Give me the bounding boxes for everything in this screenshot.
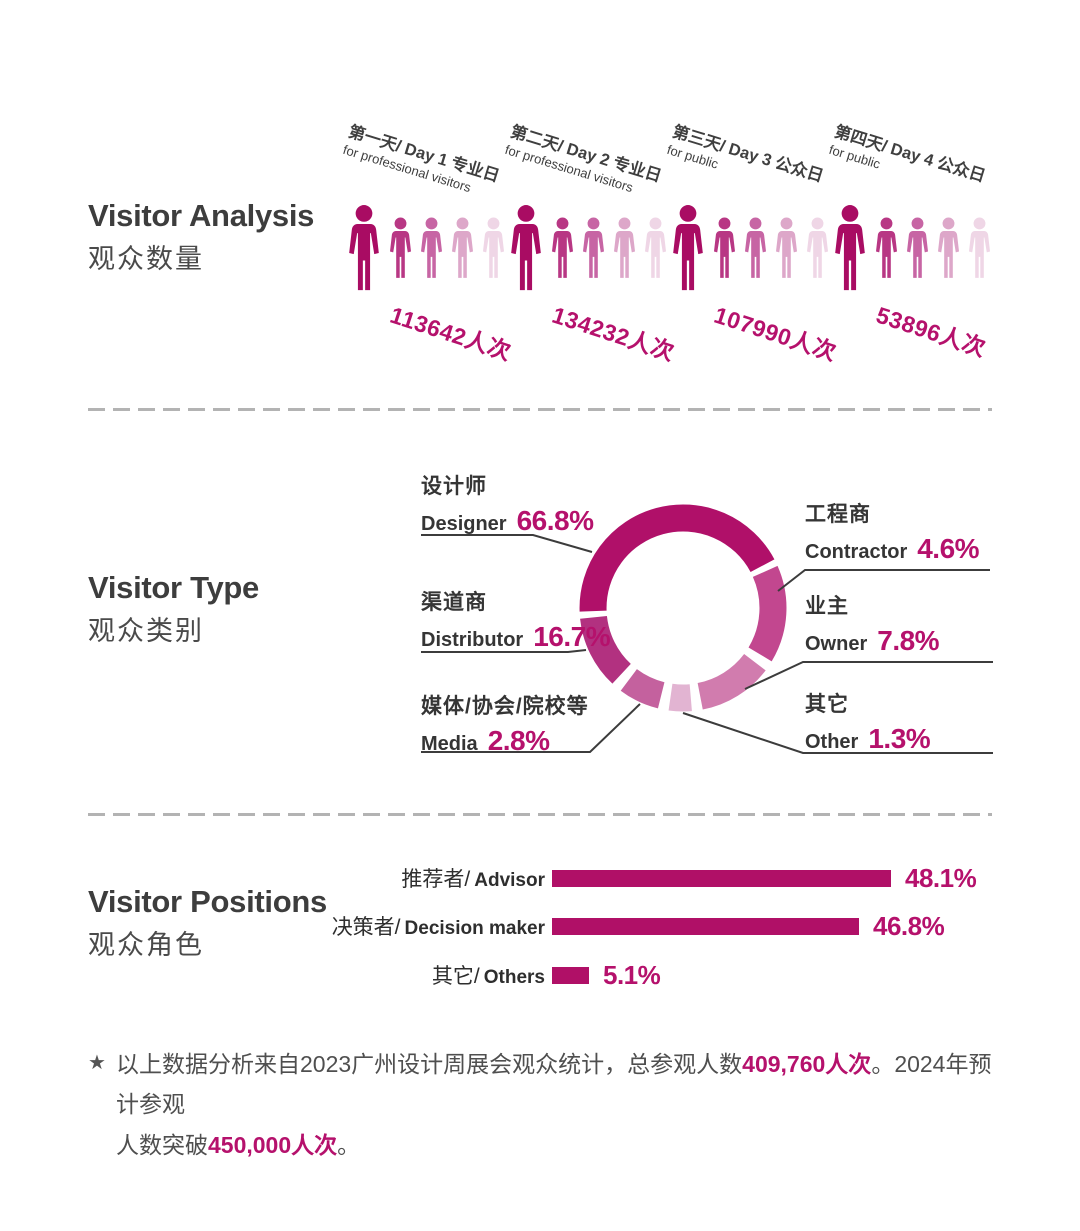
dashed-divider [88, 813, 992, 816]
donut-label-media: 媒体/协会/院校等 Media 2.8% [421, 695, 589, 756]
person-icon [713, 217, 736, 278]
leader-line-designer [421, 534, 593, 553]
person-icon [349, 205, 379, 291]
day-label-2: 第二天/ Day 2 专业日 for professional visitors [503, 122, 664, 196]
bar-row-decision-maker: 决策者/Decision maker 46.8% [85, 911, 1035, 941]
donut-chart [421, 504, 993, 754]
footnote-highlight: 450,000人次 [208, 1131, 338, 1158]
footnote-text: 以上数据分析来自2023广州设计周展会观众统计，总参观人数409,760人次。2… [116, 1044, 996, 1165]
donut-label-distributor: 渠道商 Distributor 16.7% [421, 591, 611, 652]
donut-label-other: 其它 Other 1.3% [805, 693, 931, 754]
leader-line-distributor [421, 649, 587, 653]
section-title-zh: 观众数量 [88, 243, 204, 274]
pct-value: 2.8% [487, 725, 550, 756]
person-icon-row [669, 202, 831, 294]
person-icon [968, 217, 991, 278]
day-label-4: 第四天/ Day 4 公众日 for public [827, 122, 988, 186]
bar-row-advisor: 推荐者/Advisor 48.1% [85, 863, 1035, 893]
donut-segment-owner [697, 653, 766, 710]
donut-label-owner: 业主 Owner 7.8% [805, 595, 940, 656]
person-icon-row [507, 202, 669, 294]
donut-label-designer: 设计师 Designer 66.8% [421, 475, 594, 536]
section-title-zh: 观众角色 [88, 929, 204, 960]
section-title-visitor-positions: Visitor Positions 观众角色 [88, 884, 327, 962]
person-icon [613, 217, 636, 278]
day-label-3: 第三天/ Day 3 公众日 for public [665, 122, 826, 186]
person-icon [389, 217, 412, 278]
person-icon [906, 217, 929, 278]
bar-row-others: 其它/Others 5.1% [85, 960, 1035, 990]
pct-value: 66.8% [516, 505, 594, 536]
day-group-3: 第三天/ Day 3 公众日 for public 107990人次 [665, 118, 839, 368]
donut-label-contractor: 工程商 Contractor 4.6% [805, 503, 980, 564]
person-icon-row [831, 202, 993, 294]
star-icon: ★ [88, 1052, 106, 1074]
section-title-zh: 观众类别 [88, 615, 204, 646]
person-icon-row [345, 202, 507, 294]
pct-value: 48.1% [905, 862, 977, 893]
dashed-divider [88, 408, 992, 411]
donut-segment-distributor [580, 615, 632, 684]
day-group-2: 第二天/ Day 2 专业日 for professional visitors… [503, 118, 677, 368]
leader-line-other [682, 712, 993, 754]
person-icon [551, 217, 574, 278]
section-title-en: Visitor Positions [88, 884, 327, 919]
pct-value: 1.3% [868, 723, 931, 754]
section-title-en: Visitor Type [88, 570, 259, 605]
leader-line-contractor [777, 569, 990, 592]
visitor-count-label: 107990人次 [711, 301, 840, 366]
pct-value: 4.6% [917, 533, 980, 564]
footnote-segment: 人数突破 [116, 1131, 208, 1158]
bar-others [552, 966, 589, 984]
section-title-visitor-type: Visitor Type 观众类别 [88, 570, 259, 648]
visitor-count-label: 113642人次 [387, 301, 515, 366]
bar-row-label: 其它/Others [431, 965, 545, 988]
pct-value: 46.8% [873, 910, 945, 941]
person-icon [582, 217, 605, 278]
pct-value: 7.8% [877, 625, 940, 656]
bar-row-label: 决策者/Decision maker [331, 916, 545, 939]
person-icon [775, 217, 798, 278]
footnote-segment: 。 [337, 1131, 361, 1158]
pct-value: 5.1% [603, 959, 661, 990]
visitor-count-label: 134232人次 [549, 301, 678, 366]
section-title-en: Visitor Analysis [88, 198, 315, 233]
day-label-1: 第一天/ Day 1 专业日 for professional visitors [341, 122, 502, 196]
person-icon [644, 217, 667, 278]
section-title-visitor-analysis: Visitor Analysis 观众数量 [88, 198, 315, 276]
donut-segment-media [620, 668, 665, 709]
person-icon [875, 217, 898, 278]
day-group-1: 第一天/ Day 1 专业日 for professional visitors… [341, 118, 514, 368]
person-icon [806, 217, 829, 278]
person-icon [451, 217, 474, 278]
leader-line-owner [744, 661, 993, 690]
footnote-segment: 。2024年预计参观 [116, 1051, 992, 1118]
bar-row-label: 推荐者/Advisor [401, 868, 545, 891]
person-icon [744, 217, 767, 278]
footnote-segment: 以上数据分析来自2023广州设计周展会观众统计，总参观人数 [116, 1051, 743, 1077]
day-group-4: 第四天/ Day 4 公众日 for public 53896人次 [827, 118, 996, 368]
person-icon [482, 217, 505, 278]
bar-advisor [552, 869, 891, 887]
visitor-count-label: 53896人次 [873, 301, 990, 362]
footnote-highlight: 409,760人次 [742, 1051, 872, 1077]
pct-value: 16.7% [533, 621, 611, 652]
person-icon [835, 205, 865, 291]
person-icon [673, 205, 703, 291]
person-icon [511, 205, 541, 291]
person-icon [420, 217, 443, 278]
donut-segment-contractor [748, 565, 787, 662]
donut-segment-designer [579, 504, 775, 612]
bar-decision-maker [552, 917, 859, 935]
person-icon [937, 217, 960, 278]
donut-segment-other [668, 683, 692, 712]
leader-line-media [421, 703, 641, 753]
